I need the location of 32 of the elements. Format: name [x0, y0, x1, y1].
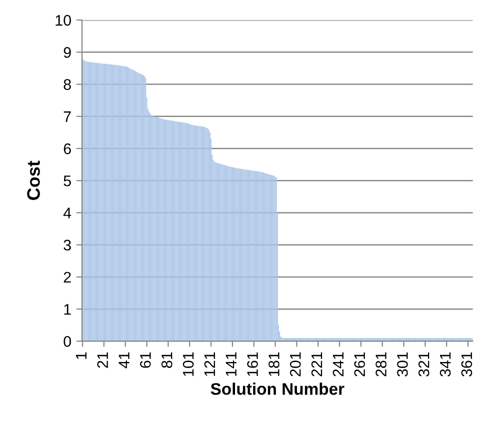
y-tick-label: 7 [64, 111, 71, 122]
x-tick-label: 281 [376, 352, 386, 376]
x-tick-label: 141 [226, 352, 236, 376]
y-tick-label: 6 [64, 143, 71, 154]
x-tick-label: 361 [461, 352, 472, 376]
x-tick-label: 41 [118, 352, 130, 368]
y-tick-label: 0 [64, 336, 71, 347]
y-tick-label: 8 [64, 79, 71, 90]
x-tick-label: 21 [97, 352, 108, 368]
y-tick-label: 5 [64, 176, 71, 186]
x-tick-label: 221 [311, 352, 322, 376]
x-tick-label: 161 [247, 352, 258, 376]
y-tick-label: 4 [63, 208, 72, 218]
y-tick-label: 3 [64, 240, 71, 251]
y-tick-label: 1 [64, 304, 71, 315]
y-tick-label: 10 [56, 14, 71, 26]
x-tick-label: 121 [204, 352, 215, 376]
x-tick-label: 341 [440, 352, 451, 376]
x-tick-label: 321 [418, 352, 430, 376]
y-axis-title: Cost [27, 160, 40, 200]
x-tick-label: 241 [332, 352, 344, 376]
x-tick-label: 1 [76, 352, 86, 359]
x-tick-label: 61 [140, 352, 151, 368]
x-tick-label: 261 [354, 352, 366, 376]
y-tick-label: 2 [64, 272, 71, 282]
x-tick-label: 81 [161, 352, 172, 368]
x-tick-label: 101 [182, 352, 194, 376]
x-axis-title: Solution Number [210, 382, 344, 395]
x-tick-label: 201 [290, 352, 301, 376]
x-tick-label: 181 [268, 352, 280, 376]
x-tick-label: 301 [397, 352, 408, 376]
y-tick-label: 9 [64, 47, 71, 58]
